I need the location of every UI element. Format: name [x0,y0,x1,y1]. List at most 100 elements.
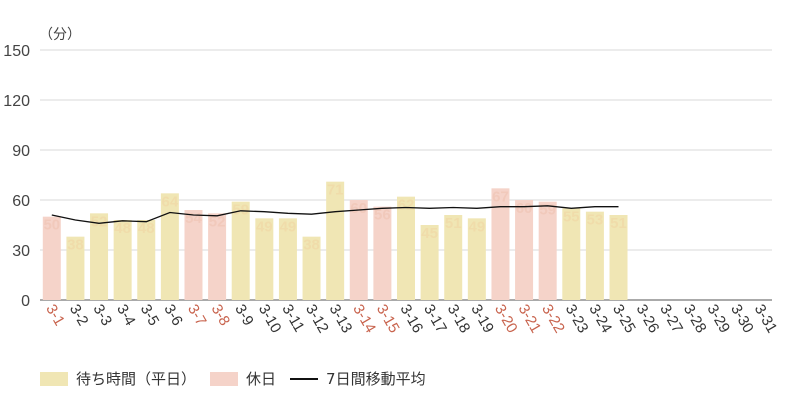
bar [467,218,486,300]
bar [397,196,415,300]
bar [326,181,345,300]
bar-value-label: 38 [67,237,84,254]
x-tick-label: 3-24 [585,302,615,337]
x-tick-label: 3-7 [184,302,210,329]
bar [538,201,557,300]
x-tick-label: 3-12 [302,302,332,337]
bar [562,208,581,300]
x-tick-label: 3-8 [208,302,234,329]
bar-value-label: 48 [138,220,155,237]
bar [160,193,179,300]
legend: 待ち時間（平日） 休日 7日間移動平均 [40,368,426,389]
bar [444,215,463,300]
x-tick-label: 3-15 [373,302,403,337]
x-tick-label: 3-20 [491,302,521,337]
bar-value-label: 64 [162,193,179,210]
x-tick-label: 3-10 [255,302,285,337]
bar [42,216,61,300]
bar-value-label: 50 [43,217,60,234]
y-tick-label: 0 [21,293,30,310]
bar [255,218,274,300]
bar [66,236,85,300]
bar [113,220,132,300]
bar-value-label: 49 [256,218,273,235]
x-tick-label: 3-18 [444,302,474,337]
bar-value-label: 51 [445,215,462,232]
bar [420,225,439,300]
x-tick-label: 3-27 [656,302,686,337]
x-tick-label: 3-29 [704,302,734,337]
x-tick-label: 3-4 [113,302,139,329]
legend-swatch-weekday [40,371,68,386]
bar-value-label: 67 [492,188,509,205]
bar-value-label: 55 [563,208,580,225]
x-tick-label: 3-25 [609,302,639,337]
x-tick-label: 3-23 [562,302,592,337]
x-tick-label: 3-6 [160,302,186,329]
bar [231,201,250,300]
bar-value-label: 71 [327,182,344,199]
bar-value-label: 52 [91,213,108,230]
bar [184,210,203,300]
x-tick-label: 3-1 [42,302,68,329]
bar-value-label: 52 [209,213,226,230]
bar-value-label: 62 [398,197,415,214]
bar [137,220,156,300]
x-tick-label: 3-22 [538,302,568,337]
y-axis-unit-label: （分） [39,27,81,43]
y-tick-label: 30 [12,243,30,260]
legend-label-holiday: 休日 [246,370,277,388]
bar [349,200,368,300]
legend-swatch-holiday [210,371,239,386]
x-tick-label: 3-19 [467,302,497,337]
bar-value-label: 49 [280,218,297,235]
x-tick-label: 3-26 [633,302,663,337]
bar-value-label: 60 [516,200,533,217]
x-tick-label: 3-31 [751,302,781,337]
bar-value-label: 56 [374,207,391,224]
legend-item-holiday: 休日 [210,368,276,389]
bar [609,215,628,300]
x-tick-label: 3-5 [137,302,163,329]
legend-item-weekday: 待ち時間（平日） [40,368,196,389]
legend-item-moving-average: 7日間移動平均 [290,368,426,389]
y-tick-label: 150 [3,43,30,60]
x-tick-label: 3-30 [727,302,757,337]
x-tick-label: 3-9 [231,302,257,329]
bar-value-label: 51 [610,215,627,232]
x-tick-label: 3-13 [326,302,356,337]
x-tick-label: 3-3 [90,302,116,329]
bar-value-label: 54 [185,210,202,227]
legend-label-moving-average: 7日間移動平均 [326,370,426,388]
x-tick-label: 3-21 [515,302,545,337]
y-tick-label: 60 [12,193,30,210]
bar [373,206,392,300]
y-tick-label: 90 [12,143,30,160]
bar [278,218,297,300]
bar-value-label: 38 [303,237,320,254]
bar-value-label: 49 [468,218,485,235]
legend-swatch-moving-average [290,377,319,380]
bar [208,213,227,300]
x-tick-label: 3-11 [278,302,307,336]
x-tick-label: 3-16 [397,302,427,337]
legend-label-weekday: 待ち時間（平日） [76,370,197,388]
bar [302,236,321,300]
bar [90,213,109,300]
x-tick-label: 3-17 [420,302,450,337]
x-tick-label: 3-28 [680,302,710,337]
bar [515,200,534,300]
bar-value-label: 53 [587,212,604,229]
bar-value-label: 48 [114,220,131,237]
x-tick-label: 3-2 [66,302,92,329]
y-tick-label: 120 [3,93,30,110]
bar-value-label: 45 [421,225,438,242]
bar-value-label: 59 [539,202,556,219]
moving-average-line [51,205,619,224]
bar [585,211,604,300]
bar [491,188,510,300]
x-tick-label: 3-14 [349,302,379,337]
bar-value-label: 60 [350,200,367,217]
